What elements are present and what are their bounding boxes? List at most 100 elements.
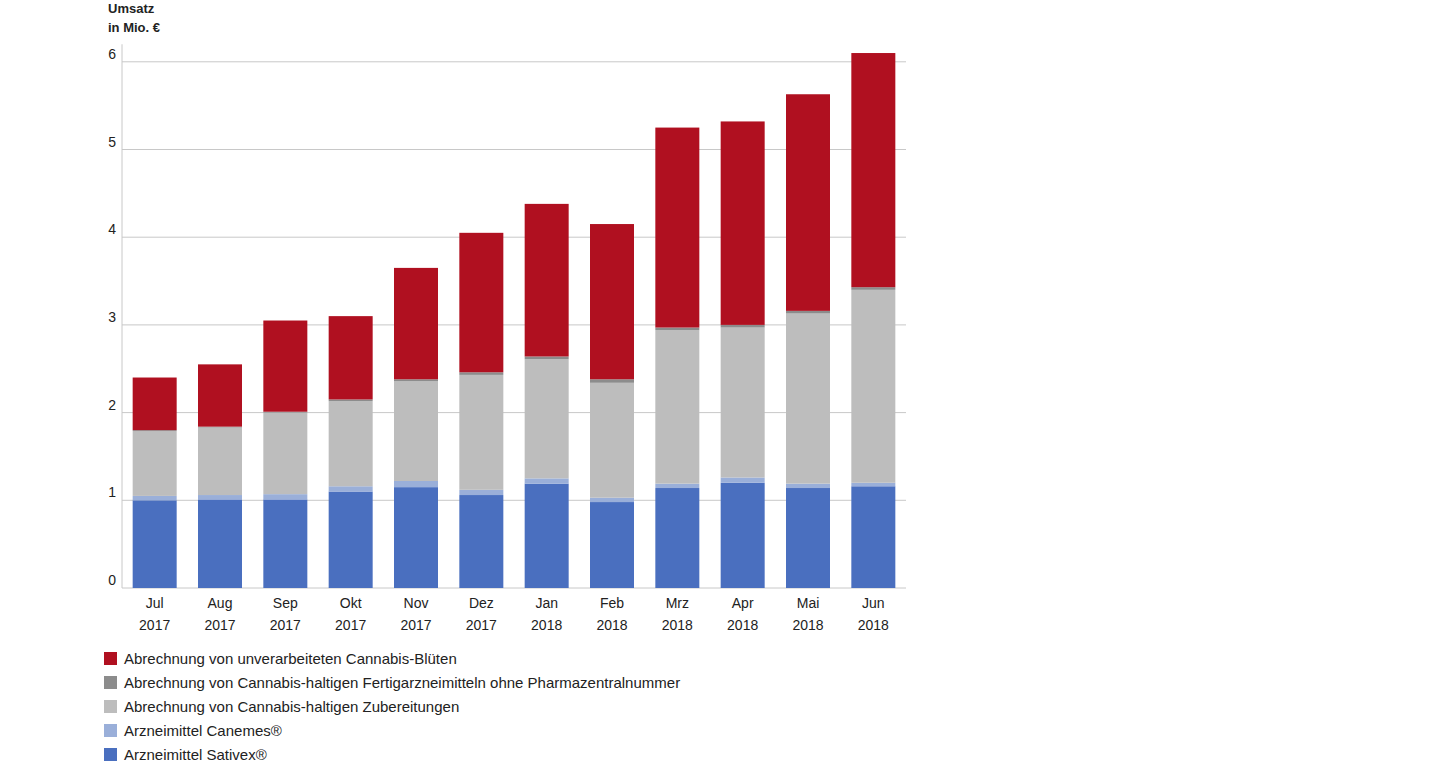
bar-segment — [198, 364, 242, 426]
bar-segment — [525, 484, 569, 588]
y-tick-label: 3 — [108, 309, 116, 325]
bars — [133, 53, 896, 588]
bar-segment — [263, 499, 307, 588]
x-tick-label-line: 2017 — [466, 617, 497, 633]
legend-label: Arzneimittel Canemes® — [124, 722, 282, 739]
x-tick-label-line: 2018 — [596, 617, 627, 633]
x-tick-label: Mrz 2018 — [662, 595, 693, 633]
x-tick-label: Okt 2017 — [335, 595, 366, 633]
bar-segment — [263, 413, 307, 495]
bar-segment — [329, 399, 373, 401]
x-tick-label-line: Apr — [732, 595, 754, 611]
x-tick-label: Dez 2017 — [466, 595, 497, 633]
bar-segment — [786, 488, 830, 588]
bar-segment — [786, 484, 830, 488]
bar-segment — [655, 488, 699, 588]
grid — [122, 62, 906, 588]
x-tick-label: Feb 2018 — [596, 595, 627, 633]
x-tick-label-line: 2017 — [270, 617, 301, 633]
x-tick-label-line: Feb — [600, 595, 624, 611]
x-tick-label: Apr 2018 — [727, 595, 758, 633]
bar-segment — [459, 495, 503, 588]
bar-segment — [133, 496, 177, 500]
x-tick-label-line: 2017 — [139, 617, 170, 633]
x-tick-label: Sep 2017 — [270, 595, 301, 633]
bar-segment — [329, 492, 373, 588]
legend: Abrechnung von unverarbeiteten Cannabis-… — [104, 650, 680, 763]
y-tick-label: 1 — [108, 484, 116, 500]
x-tick-label-line: Jan — [535, 595, 558, 611]
legend-label: Arzneimittel Sativex® — [124, 746, 267, 763]
bar-segment — [786, 311, 830, 314]
legend-swatch — [104, 652, 117, 665]
legend-swatch — [104, 724, 117, 737]
y-tick-label: 0 — [108, 572, 116, 588]
x-tick-label-line: 2018 — [792, 617, 823, 633]
legend-label: Abrechnung von Cannabis-haltigen Zuberei… — [124, 698, 459, 715]
legend-swatch — [104, 676, 117, 689]
bar-segment — [590, 383, 634, 498]
x-tick-label: Aug 2017 — [204, 595, 235, 633]
bar-segment — [329, 401, 373, 486]
x-tick-label-line: 2018 — [858, 617, 889, 633]
y-tick-label: 6 — [108, 46, 116, 62]
bar-segment — [133, 378, 177, 431]
x-tick-label-line: Aug — [208, 595, 233, 611]
bar-segment — [198, 428, 242, 496]
x-tick-label-line: 2018 — [727, 617, 758, 633]
bar-segment — [263, 321, 307, 412]
x-tick-label-line: Okt — [340, 595, 362, 611]
y-tick-label: 5 — [108, 134, 116, 150]
chart: Umsatzin Mio. €0123456Jul2017Aug2017Sep2… — [0, 0, 1440, 769]
bar-segment — [394, 381, 438, 481]
bar-segment — [851, 53, 895, 287]
x-tick-label-line: Jun — [862, 595, 885, 611]
bar-segment — [590, 224, 634, 379]
x-tick-label-line: Nov — [404, 595, 429, 611]
x-tick-label-line: 2017 — [400, 617, 431, 633]
bar-segment — [721, 121, 765, 324]
y-axis-line — [122, 44, 123, 588]
bar-segment — [655, 330, 699, 483]
bar-segment — [590, 502, 634, 588]
legend-swatch — [104, 748, 117, 761]
y-tick-label: 4 — [108, 221, 116, 237]
bar-segment — [133, 431, 177, 496]
bar-segment — [198, 499, 242, 588]
x-tick-label-line: Dez — [469, 595, 494, 611]
bar-segment — [263, 494, 307, 499]
bar-segment — [851, 486, 895, 588]
legend-label: Abrechnung von unverarbeiteten Cannabis-… — [124, 650, 457, 667]
bar-segment — [198, 495, 242, 499]
bar-segment — [459, 375, 503, 490]
bar-segment — [133, 500, 177, 588]
x-tick-label-line: 2018 — [662, 617, 693, 633]
bar-segment — [786, 313, 830, 483]
x-tick-label: Mai2018 — [792, 595, 823, 633]
y-axis-label-line: Umsatz — [108, 1, 155, 16]
x-tick-label: Jun 2018 — [858, 595, 889, 633]
bar-segment — [590, 379, 634, 383]
x-tick-label: Jan2018 — [531, 595, 562, 633]
bar-segment — [394, 268, 438, 379]
x-tick-label-line: 2017 — [204, 617, 235, 633]
bar-segment — [459, 233, 503, 372]
x-tick-label-line: Sep — [273, 595, 298, 611]
y-tick-label: 2 — [108, 397, 116, 413]
bar-segment — [394, 481, 438, 487]
bar-segment — [525, 359, 569, 478]
bar-segment — [721, 483, 765, 588]
bar-segment — [329, 486, 373, 491]
bar-segment — [721, 328, 765, 478]
bar-segment — [655, 484, 699, 488]
bar-segment — [329, 316, 373, 399]
y-axis-label: Umsatzin Mio. € — [108, 1, 160, 35]
x-tick-label-line: Mrz — [666, 595, 689, 611]
x-tick-label-line: 2017 — [335, 617, 366, 633]
bar-segment — [459, 490, 503, 495]
grid-line — [122, 61, 906, 62]
x-tick-label: Nov 2017 — [400, 595, 431, 633]
bar-segment — [525, 204, 569, 357]
bar-segment — [851, 287, 895, 290]
bar-segment — [655, 128, 699, 328]
